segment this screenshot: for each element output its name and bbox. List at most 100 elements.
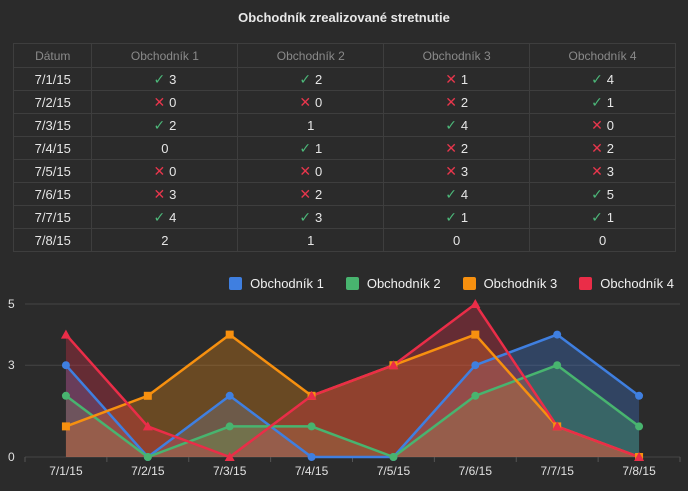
data-point	[61, 361, 70, 370]
check-icon: ✓	[445, 185, 457, 202]
cross-icon: ✕	[445, 70, 457, 87]
y-tick-label: 0	[8, 450, 15, 464]
value-cell: ✓ 4	[91, 205, 239, 229]
table-header-row: Dátum Obchodník 1 Obchodník 2 Obchodník 3 Ob…	[12, 43, 676, 68]
series-line	[65, 302, 640, 459]
value-cell: ✕ 3	[91, 182, 239, 206]
value-cell: ✓ 4	[383, 182, 531, 206]
cross-icon: ✕	[591, 139, 603, 156]
legend-label: Obchodník 1	[250, 275, 324, 291]
check-icon: ✓	[153, 208, 166, 225]
data-point	[471, 361, 480, 370]
value-text: 1	[307, 117, 315, 133]
cross-icon: ✕	[153, 93, 166, 110]
check-icon: ✓	[445, 116, 457, 133]
value-text: 1	[315, 140, 323, 156]
value-text: 0	[169, 163, 177, 179]
value-text: 0	[169, 94, 177, 110]
value-cell: 0	[383, 228, 531, 252]
value-text: 0	[606, 117, 615, 133]
table-row: 7/8/15 2 1 0 0	[12, 228, 676, 252]
data-point	[389, 453, 398, 461]
table-header-2: Obchodník 2	[237, 43, 385, 68]
value-text: 2	[169, 117, 177, 133]
value-text: 0	[161, 140, 169, 156]
value-text: 3	[315, 209, 323, 225]
series-area	[65, 334, 640, 457]
x-tick-label: 7/8/15	[622, 464, 656, 478]
date-cell: 7/8/15	[12, 228, 93, 252]
cross-icon: ✕	[445, 93, 457, 110]
value-cell: ✓ 3	[91, 67, 239, 91]
value-text: 1	[460, 71, 469, 87]
series-area	[65, 334, 640, 457]
value-cell: ✓ 4	[529, 67, 676, 91]
table-row: 7/6/15 ✕ 3 ✕ 2 ✓ 4 ✓ 5	[12, 182, 676, 206]
value-cell: ✓ 1	[237, 136, 385, 160]
value-text: 0	[315, 94, 323, 110]
legend-label: Obchodník 4	[600, 275, 674, 291]
cross-icon: ✕	[591, 116, 603, 133]
data-point	[552, 421, 563, 431]
data-point	[143, 453, 152, 461]
data-point	[635, 391, 644, 400]
data-point	[61, 422, 70, 431]
x-tick-label: 7/1/15	[49, 464, 83, 478]
table-header-1: Obchodník 1	[91, 43, 239, 68]
data-point	[60, 329, 71, 339]
value-cell: ✓ 1	[529, 205, 676, 229]
x-tick-label: 7/5/15	[377, 464, 411, 478]
value-cell: 1	[237, 228, 385, 252]
value-cell: ✕ 2	[529, 136, 676, 160]
table-row: 7/3/15 ✓ 2 1 ✓ 4 ✕ 0	[12, 113, 676, 137]
legend-swatch	[579, 276, 593, 290]
date-cell: 7/6/15	[12, 182, 93, 206]
value-cell: ✕ 2	[383, 90, 531, 114]
check-icon: ✓	[299, 208, 312, 225]
x-tick-label: 7/3/15	[213, 464, 247, 478]
table-row: 7/4/15 0 ✓ 1 ✕ 2 ✕ 2	[12, 136, 676, 160]
check-icon: ✓	[299, 70, 312, 87]
data-point	[470, 299, 481, 308]
data-point	[307, 453, 316, 461]
value-text: 2	[161, 232, 169, 248]
x-tick-label: 7/2/15	[131, 464, 165, 478]
data-point	[634, 452, 645, 461]
value-text: 1	[606, 209, 615, 225]
value-cell: 2	[91, 228, 239, 252]
value-cell: ✕ 0	[237, 159, 385, 183]
legend-item[interactable]: Obchodník 3	[462, 276, 557, 291]
data-point	[225, 330, 234, 339]
value-cell: ✕ 0	[91, 159, 239, 183]
value-cell: 0	[529, 228, 676, 252]
data-point	[225, 391, 234, 400]
value-cell: ✕ 0	[91, 90, 239, 114]
date-cell: 7/4/15	[12, 136, 93, 160]
legend-item[interactable]: Obchodník 2	[345, 276, 441, 291]
check-icon: ✓	[299, 139, 312, 156]
value-text: 0	[453, 232, 461, 248]
table-body: 7/1/15 ✓ 3 ✓ 2 ✕ 1 ✓ 4 7/2/15 ✕ 0 ✕ 0 ✕ 2 ✓ 1 7/3/15 ✓ 2 1 ✓ 4 ✕…	[12, 67, 676, 252]
value-text: 3	[606, 163, 615, 179]
value-text: 1	[307, 232, 315, 248]
data-point	[142, 421, 153, 431]
data-point	[225, 422, 234, 431]
table-row: 7/5/15 ✕ 0 ✕ 0 ✕ 3 ✕ 3	[12, 159, 676, 183]
check-icon: ✓	[591, 93, 603, 110]
date-cell: 7/1/15	[12, 67, 93, 91]
value-text: 4	[606, 71, 615, 87]
value-cell: ✕ 3	[529, 159, 676, 183]
data-table: Dátum Obchodník 1 Obchodník 2 Obchodník 3 Ob…	[12, 43, 676, 252]
check-icon: ✓	[591, 208, 603, 225]
check-icon: ✓	[445, 208, 457, 225]
value-text: 2	[460, 140, 469, 156]
table-row: 7/2/15 ✕ 0 ✕ 0 ✕ 2 ✓ 1	[12, 90, 676, 114]
data-point	[306, 390, 317, 400]
value-text: 2	[460, 94, 469, 110]
legend-item[interactable]: Obchodník 1	[229, 276, 324, 291]
data-point	[471, 330, 480, 339]
value-cell: 1	[237, 113, 385, 137]
legend-item[interactable]: Obchodník 4	[579, 276, 674, 291]
value-cell: ✓ 4	[383, 113, 531, 137]
legend-swatch	[229, 276, 243, 290]
